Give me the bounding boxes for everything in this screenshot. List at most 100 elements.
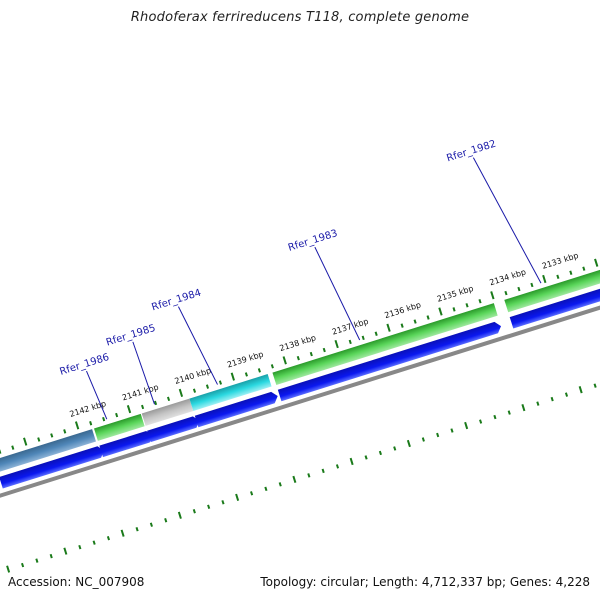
inner-tick — [364, 455, 368, 460]
outer-tick — [115, 412, 119, 418]
inner-tick — [278, 482, 282, 487]
outer-tick — [37, 437, 41, 442]
outer-tick — [50, 433, 54, 438]
inner-tick — [250, 491, 254, 496]
cds-arrow-1 — [0, 446, 105, 489]
cds-arrow-2 — [99, 431, 153, 458]
gene-leader-line — [314, 246, 361, 341]
outer-tick — [89, 421, 93, 426]
gene-bar-rfer-1986 — [0, 429, 96, 473]
inner-tick — [307, 473, 311, 478]
kbp-label: 2136 kbp — [383, 300, 422, 320]
outer-tick — [413, 319, 417, 324]
inner-tick-row — [6, 383, 597, 573]
outer-tick — [348, 339, 352, 345]
gene-label-layer: Rfer_1986 Rfer_1985 Rfer_1984 Rfer_1983 Rfer… — [58, 139, 542, 420]
inner-tick — [593, 383, 597, 388]
outer-tick — [504, 290, 508, 296]
cds-arrow-4 — [194, 391, 278, 428]
inner-tick — [578, 386, 583, 394]
inner-tick — [120, 529, 125, 537]
inner-tick — [235, 493, 240, 501]
gene-label: Rfer_1986 — [58, 352, 110, 378]
outer-tick — [11, 445, 15, 450]
inner-tick — [378, 450, 382, 456]
inner-tick — [106, 535, 111, 541]
outer-tick — [63, 429, 67, 434]
inner-tick — [92, 540, 96, 545]
gene-bar-rfer-1985 — [93, 413, 145, 441]
kbp-label: 2133 kbp — [541, 251, 580, 271]
inner-tick — [564, 392, 569, 397]
gene-bar-grey — [141, 398, 194, 426]
outer-tick — [569, 270, 573, 275]
cds-arrow-5 — [277, 321, 501, 402]
cds-arrow-3 — [147, 416, 200, 443]
inner-tick — [479, 419, 483, 424]
outer-tick — [230, 372, 235, 381]
inner-tick — [164, 518, 168, 523]
cds-arrow-track — [0, 270, 600, 489]
outer-tick — [141, 404, 145, 410]
inner-tick — [135, 526, 139, 532]
outer-tick — [426, 315, 430, 320]
outer-tick — [257, 368, 261, 373]
outer-tick — [478, 299, 482, 304]
inner-tick — [192, 509, 196, 514]
gene-leader-line — [177, 306, 218, 385]
gene-label: Rfer_1982 — [445, 139, 497, 165]
outer-tick — [386, 323, 391, 332]
outer-tick — [582, 266, 586, 271]
topology-text: Topology: circular; Length: 4,712,337 bp… — [260, 575, 590, 589]
outer-tick — [205, 384, 210, 389]
outer-tick — [490, 291, 495, 300]
genome-title: Rhodoferax ferrireducens T118, complete … — [130, 10, 470, 25]
inner-tick — [450, 428, 454, 433]
outer-tick — [244, 372, 248, 377]
outer-tick — [542, 274, 547, 284]
gene-leader-line — [86, 370, 108, 420]
inner-tick — [21, 562, 25, 568]
outer-tick — [438, 307, 443, 316]
inner-tick — [493, 414, 497, 420]
gene-leader-line — [472, 157, 542, 284]
outer-tick — [400, 323, 404, 328]
inner-tick — [35, 558, 39, 563]
inner-tick — [264, 486, 268, 492]
outer-tick — [361, 335, 365, 341]
inner-tick — [321, 468, 325, 474]
inner-tick — [436, 432, 440, 438]
inner-tick — [6, 565, 11, 573]
outer-tick — [154, 400, 158, 406]
inner-tick — [464, 421, 469, 430]
inner-tick — [335, 464, 340, 469]
cds-arrow-6 — [509, 270, 600, 329]
inner-tick — [550, 396, 554, 402]
kbp-label: 2141 kbp — [121, 383, 160, 403]
gene-bar-rfer-1982 — [504, 255, 600, 313]
accession-text: Accession: NC_007908 — [8, 575, 145, 589]
inner-tick — [78, 544, 82, 550]
inner-tick — [393, 446, 397, 451]
outer-tick-row — [0, 258, 599, 454]
inner-tick — [421, 437, 425, 442]
inner-tick — [292, 475, 297, 484]
gene-leader-line — [132, 341, 155, 405]
inner-tick — [149, 522, 153, 527]
inner-tick — [63, 547, 68, 555]
outer-tick — [270, 364, 274, 369]
rotated-map-strip: 2142 kbp 2141 kbp 2140 kbp 2139 kbp 2138 kbp… — [0, 139, 600, 573]
outer-tick — [465, 303, 469, 308]
gene-label: Rfer_1984 — [150, 288, 202, 314]
kbp-label: 2140 kbp — [173, 366, 212, 386]
gene-label: Rfer_1983 — [287, 228, 339, 254]
outer-tick — [126, 405, 132, 414]
outer-tick — [530, 282, 534, 288]
gene-bar-rfer-1983 — [272, 303, 498, 385]
kbp-label: 2134 kbp — [488, 267, 527, 287]
gene-bar-track — [0, 255, 600, 473]
outer-tick — [23, 437, 28, 446]
outer-tick — [309, 351, 313, 357]
outer-tick — [218, 380, 223, 385]
